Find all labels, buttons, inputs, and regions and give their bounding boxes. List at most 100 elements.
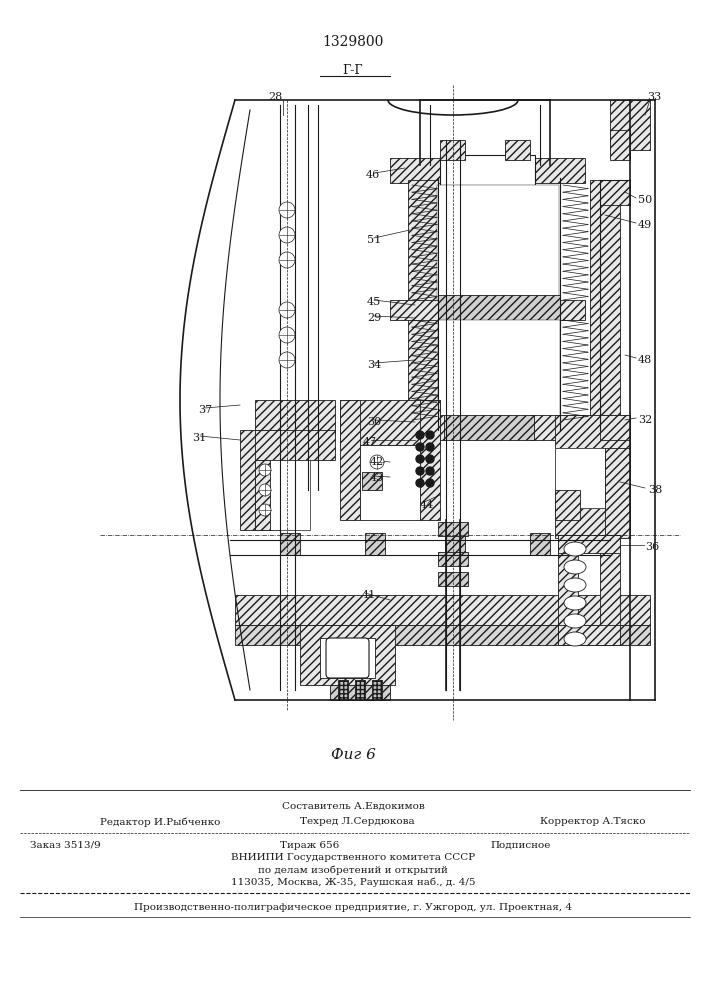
Bar [530, 533, 550, 555]
Bar [438, 295, 560, 325]
Text: Заказ 3513/9: Заказ 3513/9 [30, 840, 101, 850]
Bar [535, 158, 585, 183]
Circle shape [426, 431, 434, 439]
Circle shape [426, 479, 434, 487]
Text: 48: 48 [638, 355, 653, 365]
Bar [555, 415, 630, 450]
Text: 1329800: 1329800 [322, 35, 384, 49]
Bar [555, 448, 605, 508]
Bar [558, 625, 620, 645]
Text: 43: 43 [370, 473, 384, 483]
Bar [390, 415, 445, 440]
Ellipse shape [564, 542, 586, 556]
Circle shape [279, 302, 295, 318]
Circle shape [416, 479, 424, 487]
Circle shape [279, 227, 295, 243]
Text: 46: 46 [366, 170, 380, 180]
Bar [555, 508, 625, 538]
Ellipse shape [564, 614, 586, 628]
Text: Тираж 656: Тираж 656 [280, 840, 339, 850]
Text: Техред Л.Сердюкова: Техред Л.Сердюкова [300, 818, 414, 826]
Bar [390, 300, 440, 320]
Bar [605, 448, 630, 538]
Text: 38: 38 [648, 485, 662, 495]
FancyBboxPatch shape [326, 638, 369, 678]
Text: 34: 34 [367, 360, 381, 370]
Bar [438, 572, 468, 586]
Bar [600, 535, 620, 645]
Bar [240, 430, 280, 530]
Circle shape [259, 464, 271, 476]
Bar [440, 155, 535, 185]
Bar [340, 400, 440, 445]
Circle shape [279, 327, 295, 343]
Circle shape [426, 443, 434, 451]
Circle shape [370, 455, 384, 469]
Text: 29: 29 [367, 313, 381, 323]
Bar [235, 595, 650, 625]
Bar [365, 533, 385, 555]
Text: 45: 45 [367, 297, 381, 307]
Bar [362, 472, 382, 490]
Text: 37: 37 [198, 405, 212, 415]
Bar [438, 552, 468, 566]
Ellipse shape [564, 578, 586, 592]
Text: Подписное: Подписное [490, 840, 550, 850]
Bar [444, 415, 534, 440]
Circle shape [416, 455, 424, 463]
Text: 30: 30 [367, 417, 381, 427]
Text: 32: 32 [638, 415, 653, 425]
Text: 33: 33 [647, 92, 661, 102]
Bar [535, 300, 585, 320]
Circle shape [279, 352, 295, 368]
Ellipse shape [564, 560, 586, 574]
Bar [590, 180, 620, 430]
Circle shape [426, 455, 434, 463]
Bar [438, 522, 468, 536]
Text: 47: 47 [363, 437, 377, 447]
Bar [235, 625, 650, 645]
Text: 113035, Москва, Ж-35, Раушская наб., д. 4/5: 113035, Москва, Ж-35, Раушская наб., д. … [230, 877, 475, 887]
Circle shape [259, 504, 271, 516]
Bar [338, 680, 348, 700]
Bar [300, 625, 395, 685]
Text: 41: 41 [362, 590, 376, 600]
Bar [558, 535, 620, 553]
Bar [438, 320, 560, 420]
Ellipse shape [564, 632, 586, 646]
Circle shape [416, 431, 424, 439]
Text: 44: 44 [420, 500, 434, 510]
Text: Редактор И.Рыбченко: Редактор И.Рыбченко [100, 817, 221, 827]
Bar [390, 158, 440, 183]
Bar [437, 185, 559, 300]
Text: Производственно-полиграфическое предприятие, г. Ужгород, ул. Проектная, 4: Производственно-полиграфическое предприя… [134, 902, 572, 912]
Bar [255, 460, 310, 530]
Circle shape [416, 467, 424, 475]
Bar [360, 445, 420, 520]
Text: ВНИИПИ Государственного комитета СССР: ВНИИПИ Государственного комитета СССР [231, 854, 475, 862]
Bar [555, 490, 580, 520]
Bar [255, 430, 335, 460]
Bar [420, 400, 440, 520]
Circle shape [259, 484, 271, 496]
Bar [505, 140, 530, 160]
Bar [445, 533, 465, 555]
Text: 36: 36 [645, 542, 659, 552]
Text: Фиг 6: Фиг 6 [331, 748, 375, 762]
Text: по делам изобретений и открытий: по делам изобретений и открытий [258, 865, 448, 875]
Bar [280, 533, 300, 555]
Circle shape [426, 467, 434, 475]
Bar [255, 460, 270, 530]
Bar [320, 638, 375, 678]
Circle shape [279, 202, 295, 218]
Bar [408, 180, 438, 430]
Circle shape [279, 252, 295, 268]
Text: 51: 51 [367, 235, 381, 245]
Text: Г-Г: Г-Г [343, 64, 363, 77]
Bar [340, 400, 360, 520]
Text: Корректор А.Тяско: Корректор А.Тяско [540, 818, 645, 826]
Bar [530, 415, 585, 440]
Bar [610, 100, 650, 150]
Text: Составитель А.Евдокимов: Составитель А.Евдокимов [281, 802, 424, 810]
Text: 28: 28 [268, 92, 282, 102]
